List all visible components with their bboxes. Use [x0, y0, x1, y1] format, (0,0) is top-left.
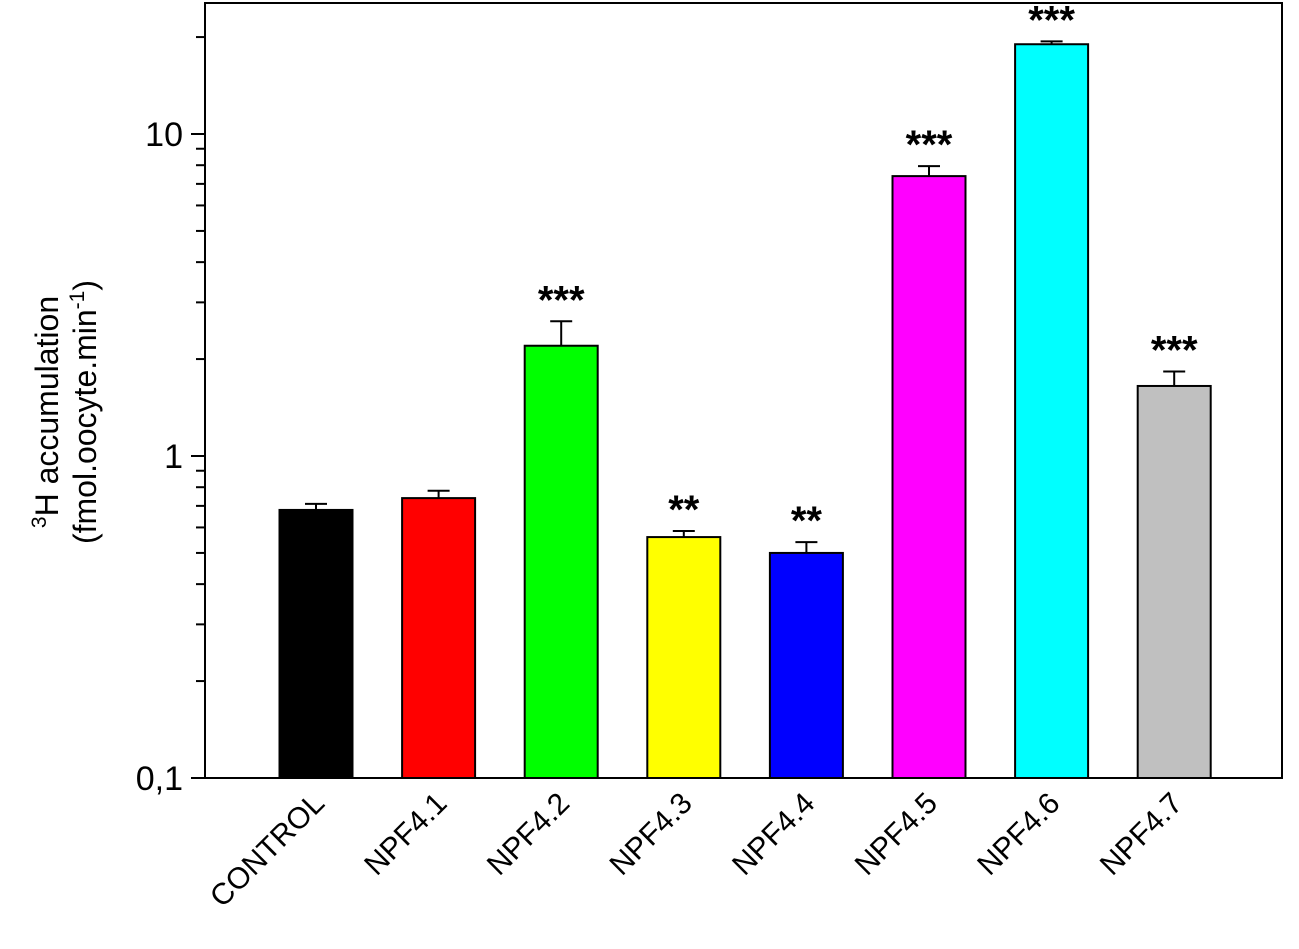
y-axis-title-unit-superscript: -1 [66, 291, 89, 310]
significance-label: ** [668, 488, 700, 532]
bar-npf4-4 [768, 551, 844, 779]
x-tick-label: CONTROL [204, 787, 331, 914]
x-tick-label: NPF4.2 [481, 787, 576, 882]
y-axis-title-unit: (fmol.oocyte.min [67, 309, 103, 544]
bar-npf4-6 [1014, 43, 1090, 780]
plot-frame [204, 2, 1283, 779]
y-axis-title-line1: 3H accumulation [28, 296, 65, 528]
x-tick-label: NPF4.7 [1094, 787, 1189, 882]
y-axis-title-unit-close: ) [67, 280, 103, 291]
x-tick-label: NPF4.3 [603, 787, 698, 882]
bar-npf4-2 [523, 344, 599, 779]
y-tick-label: 0,1 [136, 760, 183, 798]
y-axis: 0,1 1 10 [136, 36, 205, 798]
bar-npf4-5 [891, 175, 967, 780]
x-tick-label: NPF4.6 [971, 787, 1066, 882]
bar-npf4-3 [646, 536, 722, 779]
significance-label: *** [906, 123, 953, 167]
x-tick-label: NPF4.5 [849, 787, 944, 882]
bars-group: ***** *********** [278, 0, 1212, 780]
significance-label: *** [1151, 328, 1198, 372]
y-axis-title: 3H accumulation (fmol.oocyte.min-1) [28, 280, 103, 544]
significance-label: *** [1028, 0, 1075, 42]
x-tick-label: NPF4.4 [726, 787, 821, 882]
x-axis-labels: CONTROL NPF4.1 NPF4.2 NPF4.3 NPF4.4 NPF4.5 NPF… [204, 787, 1189, 914]
significance-label: *** [538, 278, 585, 322]
bar-npf4-1 [401, 497, 477, 779]
y-axis-title-main: H accumulation [29, 296, 65, 517]
y-axis-title-line2: (fmol.oocyte.min-1) [66, 280, 103, 544]
x-tick-label: NPF4.1 [358, 787, 453, 882]
bar-control [278, 508, 354, 779]
y-tick-label: 1 [164, 438, 183, 476]
y-tick-label: 10 [145, 116, 183, 154]
y-axis-title-superscript: 3 [28, 516, 51, 528]
significance-label: ** [791, 499, 823, 543]
bar-npf4-7 [1136, 384, 1212, 779]
